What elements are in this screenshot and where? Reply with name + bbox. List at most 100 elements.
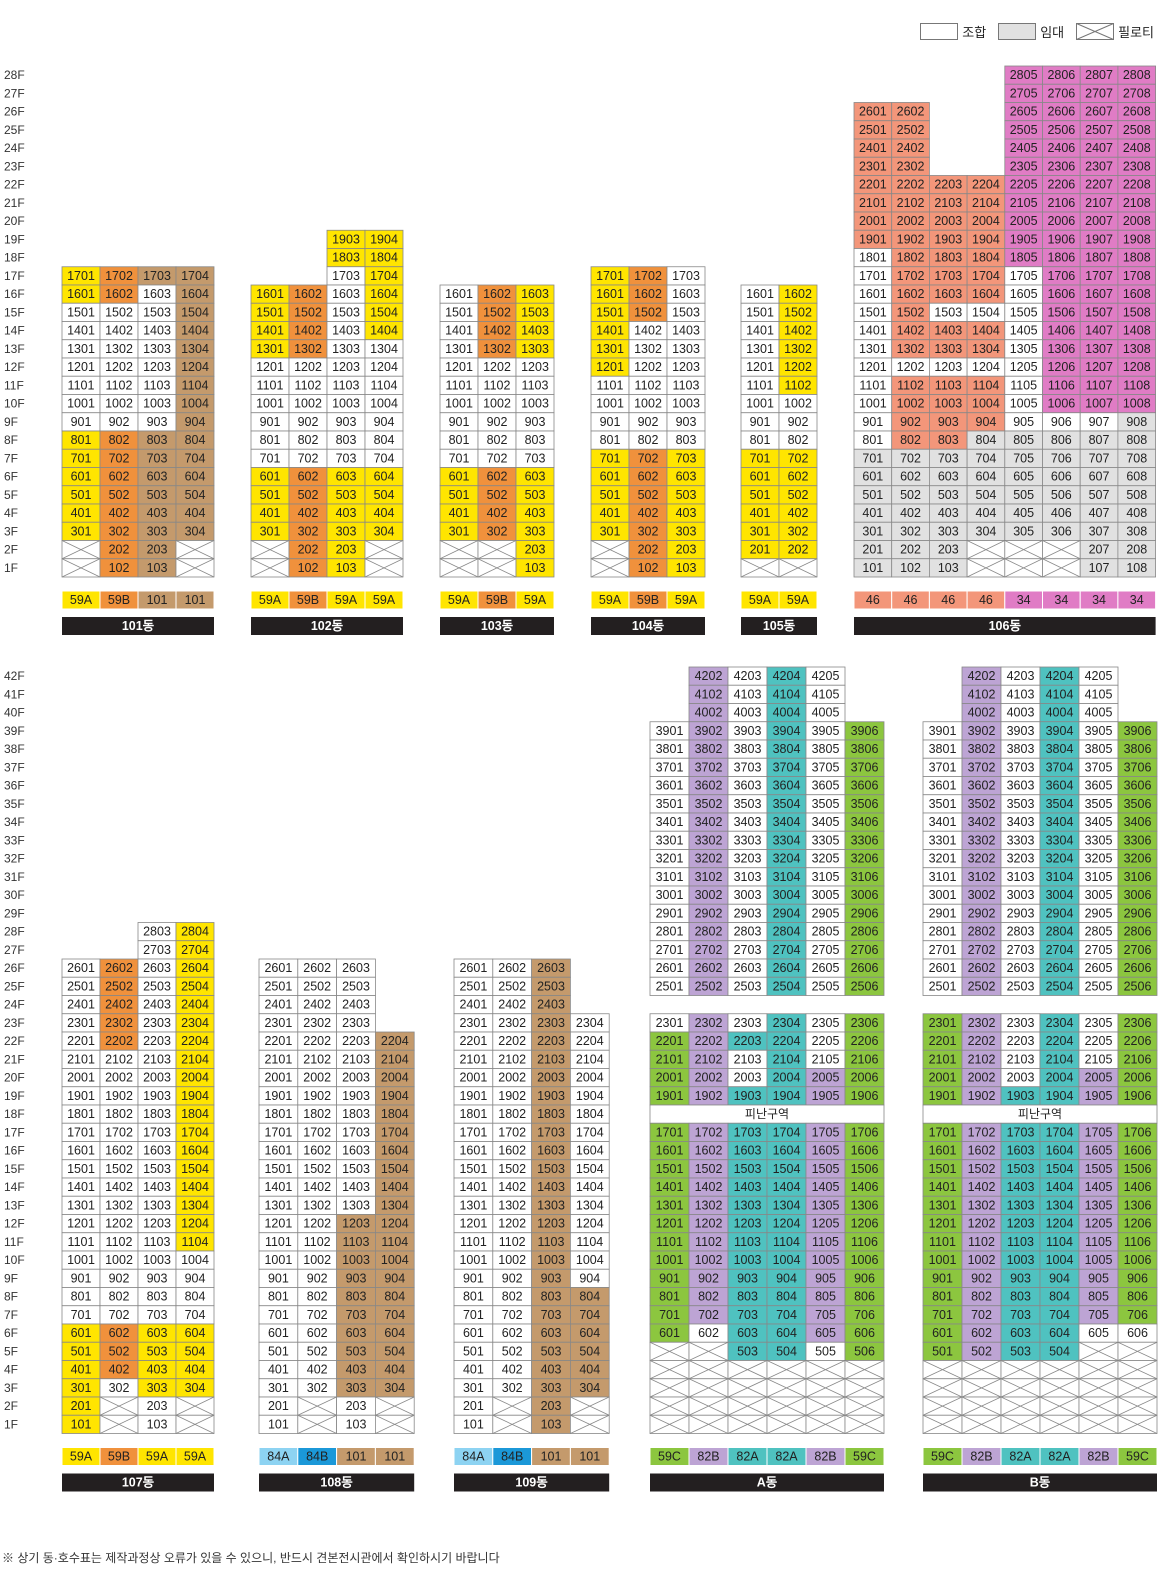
building-name-bar — [251, 617, 403, 635]
unit-number: 1604 — [576, 1144, 604, 1158]
refuge-zone-label: 피난구역 — [1018, 1107, 1062, 1121]
unit-number: 101 — [71, 1417, 92, 1431]
unit-number: 1403 — [521, 324, 549, 338]
unit-number: 901 — [449, 415, 470, 429]
unit-number: 1901 — [656, 1089, 684, 1103]
unit-number: 1603 — [342, 1144, 370, 1158]
unit-number: 1302 — [105, 1198, 133, 1212]
unit-number: 2501 — [929, 979, 957, 993]
unit-number: 2804 — [773, 925, 801, 939]
unit-number: 602 — [971, 1326, 992, 1340]
unit-type-label: 34 — [1017, 593, 1031, 607]
unit-number: 701 — [71, 451, 92, 465]
unit-number: 1002 — [695, 1253, 723, 1267]
unit-number: 1202 — [695, 1217, 723, 1231]
unit-type-label: 34 — [1054, 593, 1068, 607]
unit-number: 2804 — [181, 925, 209, 939]
piloti-cross — [966, 540, 1005, 560]
unit-number: 1005 — [1085, 1253, 1113, 1267]
unit-number: 2003 — [1007, 1071, 1035, 1085]
unit-number: 4103 — [1007, 687, 1035, 701]
unit-number: 1601 — [746, 287, 774, 301]
unit-number: 2205 — [1085, 1034, 1113, 1048]
unit-number: 2502 — [695, 979, 723, 993]
unit-number: 3504 — [773, 797, 801, 811]
unit-number: 402 — [502, 1363, 523, 1377]
unit-number: 1602 — [294, 287, 322, 301]
floor-label: 12F — [4, 1217, 25, 1231]
unit-number: 401 — [463, 1363, 484, 1377]
unit-number: 2503 — [734, 979, 762, 993]
unit-number: 1608 — [1123, 287, 1151, 301]
piloti-cross — [364, 540, 404, 560]
unit-number: 1401 — [459, 1180, 487, 1194]
unit-number: 701 — [600, 451, 621, 465]
unit-number: 1104 — [773, 1235, 800, 1249]
unit-number: 202 — [638, 543, 659, 557]
unit-number: 1002 — [303, 1253, 331, 1267]
unit-number: 2006 — [851, 1071, 879, 1085]
unit-number: 1002 — [483, 397, 511, 411]
unit-number: 604 — [374, 470, 395, 484]
unit-type-cell — [515, 590, 555, 610]
unit-number: 3701 — [929, 760, 957, 774]
unit-number: 1003 — [537, 1253, 565, 1267]
unit-number: 1903 — [143, 1089, 171, 1103]
unit-number: 3804 — [773, 742, 801, 756]
unit-number: 901 — [600, 415, 621, 429]
unit-number: 301 — [71, 524, 92, 538]
unit-number: 2203 — [934, 178, 962, 192]
unit-number: 1503 — [342, 1162, 370, 1176]
unit-number: 1601 — [264, 1144, 292, 1158]
unit-number: 2603 — [143, 961, 171, 975]
unit-number: 2504 — [181, 979, 209, 993]
legend-rental-label: 임대 — [1040, 25, 1065, 40]
unit-number: 1607 — [1085, 287, 1113, 301]
unit-number: 1703 — [342, 1125, 370, 1139]
unit-number: 601 — [463, 1326, 484, 1340]
floor-label: 28F — [4, 925, 25, 939]
unit-number: 501 — [71, 488, 92, 502]
unit-number: 3906 — [1124, 724, 1152, 738]
floor-label: 11F — [4, 1235, 24, 1249]
unit-number: 1503 — [143, 305, 171, 319]
unit-number: 1503 — [734, 1162, 762, 1176]
unit-number: 507 — [1089, 488, 1110, 502]
unit-number: 1401 — [656, 1180, 684, 1194]
unit-number: 2604 — [773, 961, 801, 975]
unit-number: 2503 — [1007, 979, 1035, 993]
unit-number: 3406 — [851, 815, 879, 829]
unit-number: 2802 — [695, 925, 723, 939]
unit-number: 3603 — [1007, 779, 1035, 793]
unit-number: 3304 — [773, 833, 801, 847]
unit-number: 701 — [260, 451, 281, 465]
unit-number: 2106 — [1124, 1052, 1152, 1066]
unit-number: 3003 — [734, 888, 762, 902]
floor-label: 32F — [4, 852, 25, 866]
unit-number: 502 — [502, 1344, 523, 1358]
unit-number: 1102 — [695, 1235, 722, 1249]
unit-number: 2805 — [812, 925, 840, 939]
unit-type-cell — [1117, 590, 1157, 610]
unit-number: 2202 — [303, 1034, 331, 1048]
unit-number: 1704 — [773, 1125, 801, 1139]
unit-number: 1304 — [1046, 1198, 1074, 1212]
unit-number: 202 — [788, 543, 809, 557]
unit-number: 2301 — [67, 1016, 95, 1030]
unit-number: 2601 — [859, 105, 887, 119]
unit-number: 207 — [1089, 543, 1110, 557]
unit-number: 102 — [638, 561, 659, 575]
unit-number: 2702 — [968, 943, 996, 957]
piloti-cross — [61, 540, 101, 560]
unit-number: 1708 — [1123, 269, 1151, 283]
unit-number: 1303 — [342, 1198, 370, 1212]
unit-number: 1602 — [483, 287, 511, 301]
unit-number: 2905 — [1085, 906, 1113, 920]
unit-number: 2202 — [695, 1034, 723, 1048]
unit-number: 2203 — [734, 1034, 762, 1048]
unit-number: 2103 — [1007, 1052, 1035, 1066]
unit-number: 704 — [1049, 1308, 1070, 1322]
unit-number: 1405 — [1010, 324, 1038, 338]
unit-number: 1202 — [105, 1217, 133, 1231]
unit-number: 601 — [862, 470, 883, 484]
